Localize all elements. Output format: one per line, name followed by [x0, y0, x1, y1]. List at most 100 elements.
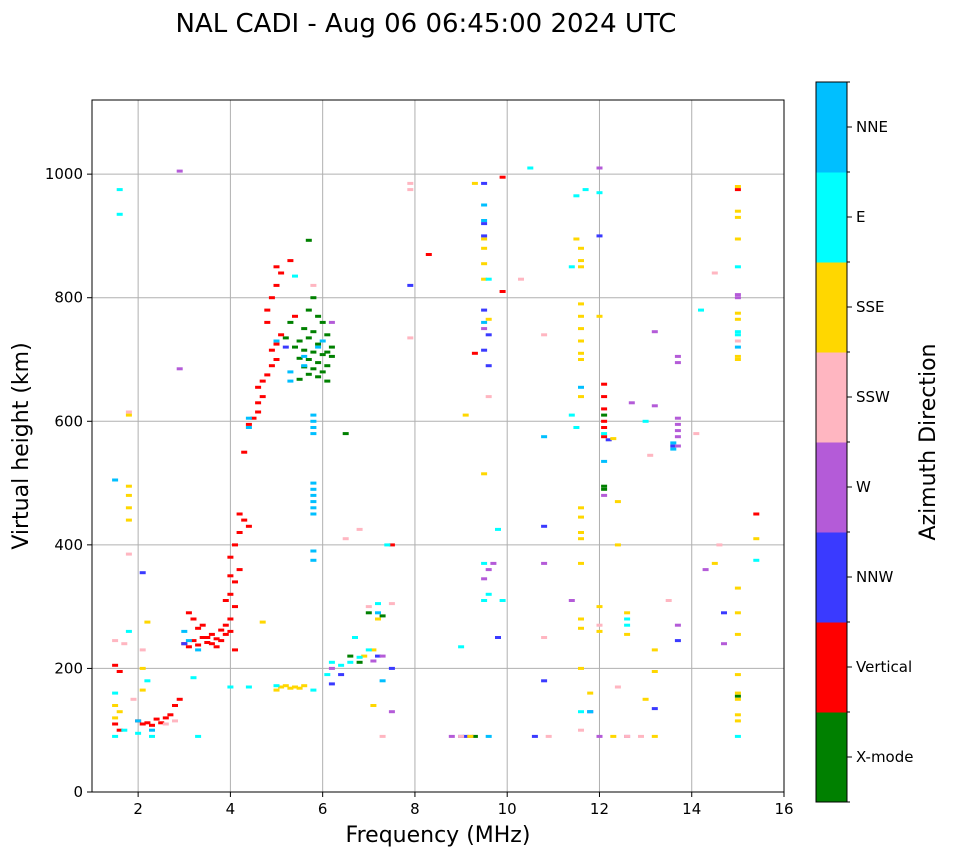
point-e [112, 734, 119, 738]
point-x-mode [734, 694, 741, 698]
colorbar-segment-w [816, 442, 847, 533]
point-e [734, 333, 741, 337]
point-nnw [181, 642, 188, 646]
point-x-mode [319, 353, 326, 357]
point-w [734, 293, 741, 297]
point-sse [578, 537, 584, 541]
point-sse [624, 611, 631, 615]
point-vertical [241, 450, 248, 454]
point-nne [310, 413, 317, 417]
point-vertical [195, 643, 202, 647]
point-e [624, 617, 631, 621]
point-ssw [518, 277, 524, 281]
point-vertical [268, 348, 275, 352]
point-vertical [222, 599, 229, 602]
point-e [144, 679, 151, 683]
point-e [352, 636, 358, 639]
point-vertical [264, 320, 271, 324]
point-sse [578, 339, 584, 343]
point-e [310, 688, 317, 692]
point-vertical [232, 580, 238, 584]
point-w [485, 568, 492, 572]
point-e [195, 734, 202, 738]
x-tick-label: 6 [318, 800, 328, 818]
point-ssw [130, 697, 137, 701]
point-vertical [227, 592, 234, 596]
point-nne [310, 419, 317, 423]
point-e [527, 166, 534, 170]
point-w [568, 599, 575, 602]
point-vertical [172, 704, 178, 707]
point-nne [587, 710, 594, 714]
y-axis-label: Virtual height (km) [9, 342, 34, 549]
point-vertical [232, 605, 238, 609]
point-ssw [638, 734, 644, 738]
x-tick-label: 14 [682, 800, 701, 818]
point-nne [149, 728, 155, 732]
point-sse [361, 654, 368, 658]
y-tick-label: 400 [54, 536, 83, 554]
point-nne [273, 339, 280, 343]
point-sse [471, 181, 478, 185]
point-vertical [218, 628, 225, 632]
point-e [578, 710, 584, 714]
point-nne [578, 385, 584, 389]
point-e [734, 330, 741, 334]
point-vertical [499, 175, 506, 179]
point-x-mode [342, 432, 349, 436]
point-nne [310, 426, 317, 429]
point-sse [578, 531, 584, 534]
point-nnw [338, 673, 345, 677]
point-sse [578, 506, 584, 510]
point-vertical [255, 401, 262, 405]
point-e [324, 673, 331, 677]
point-sse [112, 716, 119, 720]
point-ssw [125, 410, 132, 414]
point-nne [670, 441, 677, 445]
point-x-mode [379, 614, 386, 618]
point-nnw [282, 345, 289, 349]
point-vertical [268, 364, 275, 368]
point-x-mode [282, 336, 289, 340]
point-vertical [204, 636, 211, 639]
point-vertical [245, 422, 252, 426]
y-tick-label: 200 [54, 659, 83, 677]
point-nne [287, 370, 294, 374]
point-w [388, 710, 395, 714]
point-sse [301, 684, 308, 688]
point-e [190, 676, 197, 680]
point-x-mode [305, 372, 312, 376]
point-vertical [222, 623, 229, 627]
point-ssw [379, 734, 386, 738]
point-w [328, 320, 335, 324]
point-sse [610, 734, 617, 738]
point-sse [485, 317, 492, 321]
point-e [273, 684, 280, 688]
plot-area-frame [91, 99, 785, 793]
point-vertical [250, 416, 257, 420]
point-w [674, 429, 681, 433]
point-vertical [116, 728, 123, 732]
point-sse [734, 691, 741, 695]
point-ssw [356, 527, 363, 531]
point-x-mode [296, 356, 303, 360]
point-vertical [199, 623, 206, 627]
point-vertical [601, 419, 608, 423]
point-vertical [158, 721, 165, 725]
point-nnw [531, 734, 538, 738]
point-vertical [601, 426, 608, 429]
point-vertical [227, 617, 234, 621]
point-sse [734, 586, 741, 590]
point-e [568, 413, 575, 417]
point-ssw [407, 181, 414, 185]
point-x-mode [356, 660, 363, 664]
point-e [495, 527, 501, 531]
point-nnw [651, 707, 658, 711]
point-nne [315, 345, 322, 349]
point-sse [651, 734, 658, 738]
point-sse [116, 710, 123, 714]
colorbar-tick-label-x-mode: X-mode [856, 748, 913, 766]
x-tick-label: 4 [226, 800, 236, 818]
point-ssw [125, 552, 132, 556]
